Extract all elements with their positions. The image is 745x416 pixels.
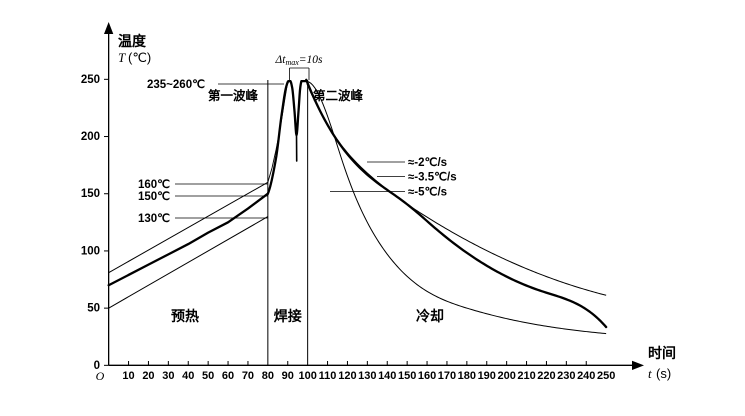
svg-text:时间: 时间 xyxy=(648,345,676,361)
svg-text:(s): (s) xyxy=(656,366,671,381)
svg-text:210: 210 xyxy=(517,370,535,382)
svg-text:235~260℃: 235~260℃ xyxy=(147,78,205,91)
svg-text:(℃): (℃) xyxy=(128,50,151,65)
svg-text:110: 110 xyxy=(319,370,337,382)
svg-text:120: 120 xyxy=(338,370,356,382)
svg-text:60: 60 xyxy=(222,370,234,382)
svg-text:30: 30 xyxy=(162,370,174,382)
svg-text:220: 220 xyxy=(537,370,555,382)
svg-text:250: 250 xyxy=(81,74,100,86)
svg-text:≈-5℃/s: ≈-5℃/s xyxy=(408,186,447,199)
svg-text:250: 250 xyxy=(597,370,615,382)
svg-text:230: 230 xyxy=(557,370,575,382)
svg-text:100: 100 xyxy=(298,370,316,382)
svg-text:200: 200 xyxy=(81,131,100,143)
svg-text:T: T xyxy=(118,50,126,65)
svg-text:≈-3.5℃/s: ≈-3.5℃/s xyxy=(408,171,457,184)
svg-text:温度: 温度 xyxy=(118,33,147,49)
svg-text:50: 50 xyxy=(202,370,214,382)
svg-text:O: O xyxy=(96,369,105,383)
svg-text:10: 10 xyxy=(122,370,134,382)
svg-text:≈-2℃/s: ≈-2℃/s xyxy=(408,156,447,169)
svg-text:140: 140 xyxy=(378,370,396,382)
svg-text:150: 150 xyxy=(81,188,100,200)
svg-text:50: 50 xyxy=(87,303,100,315)
svg-text:240: 240 xyxy=(577,370,595,382)
svg-text:Δtmax=10s: Δtmax=10s xyxy=(274,54,323,67)
svg-text:预热: 预热 xyxy=(171,308,199,324)
svg-text:40: 40 xyxy=(182,370,194,382)
svg-text:160℃: 160℃ xyxy=(138,178,170,191)
svg-text:90: 90 xyxy=(282,370,294,382)
svg-text:180: 180 xyxy=(458,370,476,382)
svg-text:70: 70 xyxy=(242,370,254,382)
svg-text:130: 130 xyxy=(358,370,376,382)
svg-text:t: t xyxy=(648,366,652,381)
svg-text:第二波峰: 第二波峰 xyxy=(313,88,364,103)
svg-text:20: 20 xyxy=(142,370,154,382)
svg-text:170: 170 xyxy=(438,370,456,382)
svg-text:160: 160 xyxy=(418,370,436,382)
svg-text:130℃: 130℃ xyxy=(138,212,170,225)
svg-text:150: 150 xyxy=(398,370,416,382)
svg-text:80: 80 xyxy=(262,370,274,382)
svg-text:冷却: 冷却 xyxy=(416,308,444,324)
svg-text:190: 190 xyxy=(478,370,496,382)
svg-text:焊接: 焊接 xyxy=(274,308,302,324)
svg-text:100: 100 xyxy=(81,245,100,257)
svg-text:150℃: 150℃ xyxy=(138,190,170,203)
svg-text:200: 200 xyxy=(497,370,515,382)
svg-text:第一波峰: 第一波峰 xyxy=(208,88,259,103)
